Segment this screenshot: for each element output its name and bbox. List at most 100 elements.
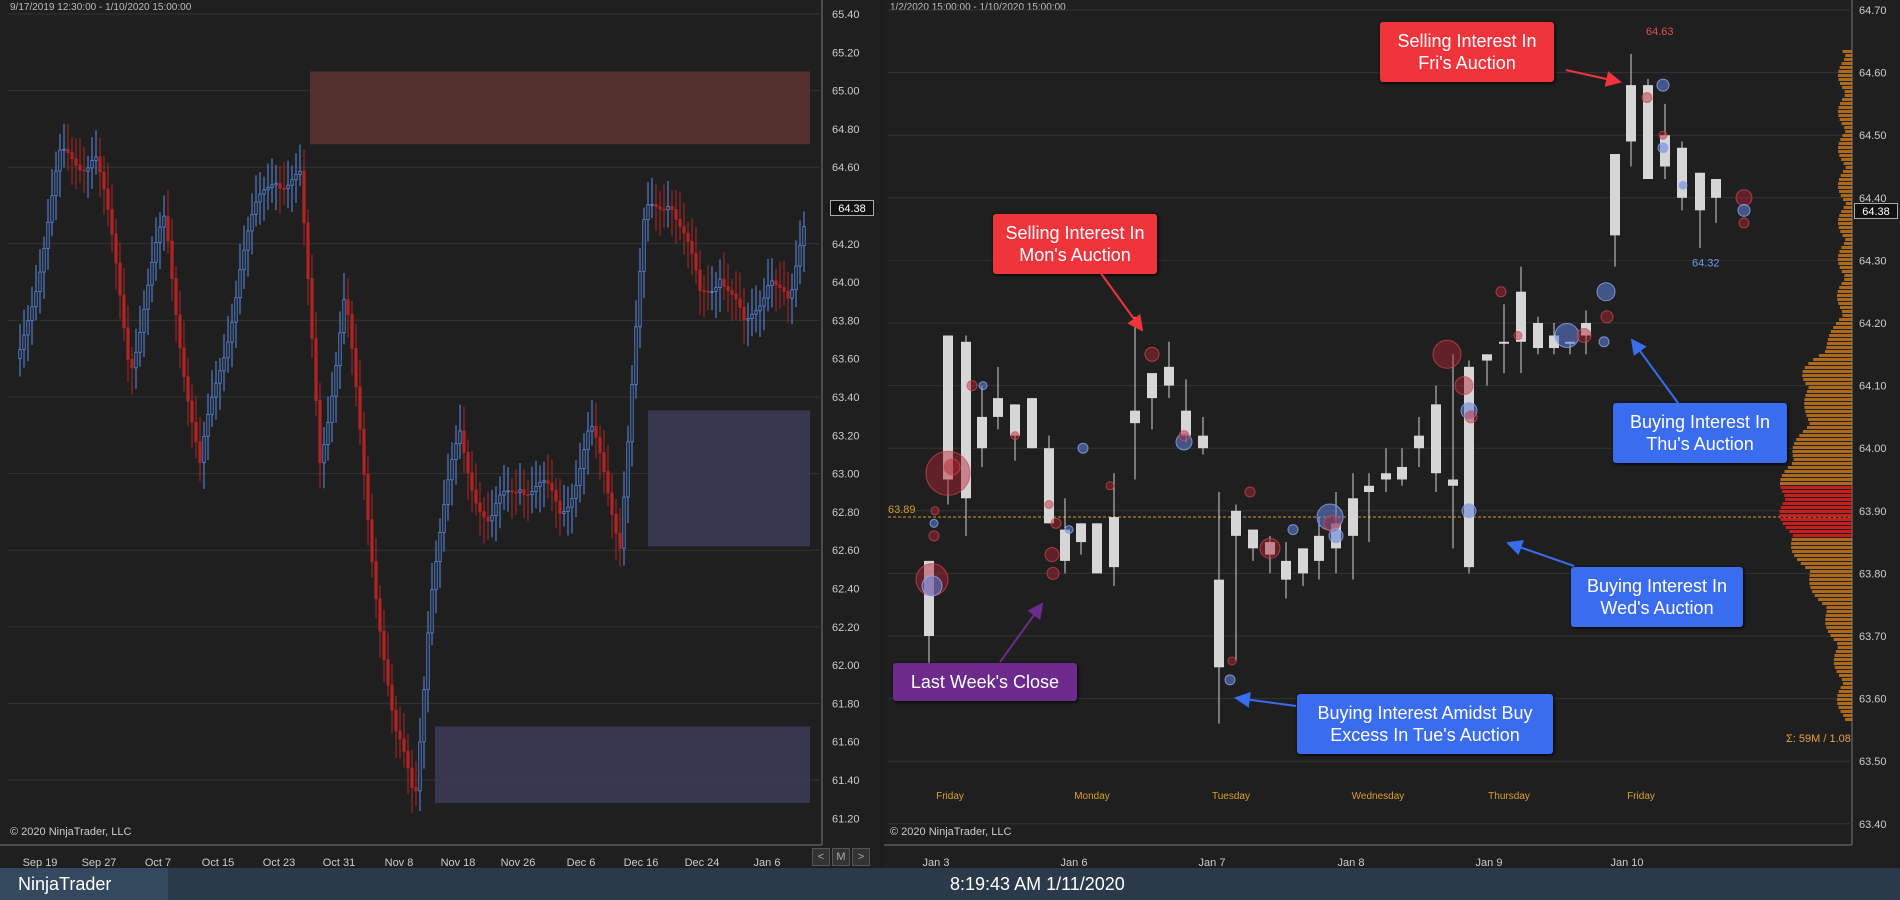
left-candle-body <box>790 289 794 299</box>
volume-profile-bar <box>1838 70 1852 73</box>
left-candle-body <box>242 249 246 271</box>
left-candle-body <box>154 242 158 263</box>
left-candle-body <box>190 400 194 423</box>
left-candle-body <box>482 511 486 518</box>
left-candle-body <box>230 321 234 343</box>
right-y-tick-label: 63.70 <box>1859 631 1887 643</box>
right-candle-body <box>1060 529 1070 561</box>
left-chart-canvas[interactable]: 65.4065.2065.0064.8064.6064.4064.2064.00… <box>0 0 880 868</box>
session-label: Thursday <box>1488 791 1530 802</box>
right-candle-body <box>961 341 971 499</box>
right-candle-body <box>1164 366 1174 386</box>
left-candle-body <box>174 278 178 316</box>
order-flow-bubble <box>1596 282 1616 302</box>
volume-profile-bar <box>1838 110 1852 113</box>
volume-profile-bar <box>1840 138 1852 141</box>
left-candle-body <box>250 214 254 232</box>
volume-profile-bar <box>1791 538 1852 541</box>
volume-profile-bar <box>1840 194 1852 197</box>
order-flow-bubble <box>1464 410 1478 424</box>
left-y-tick-label: 61.80 <box>832 698 860 710</box>
left-y-tick-label: 61.60 <box>832 737 860 749</box>
right-candle-body <box>1626 85 1636 142</box>
volume-profile-bar <box>1838 262 1852 265</box>
order-flow-bubble <box>1658 130 1668 140</box>
left-candle-body <box>574 484 578 499</box>
left-y-tick-label: 62.80 <box>832 507 860 519</box>
prev-button[interactable]: < <box>812 848 830 866</box>
left-candle-body <box>274 182 278 186</box>
volume-profile-bar <box>1833 662 1852 665</box>
volume-profile-bar <box>1837 694 1852 697</box>
left-candle-body <box>26 320 30 336</box>
volume-profile-bar <box>1839 154 1852 157</box>
next-button[interactable]: > <box>852 848 870 866</box>
right-candle-body <box>1643 85 1653 180</box>
volume-profile-bar <box>1845 202 1852 205</box>
volume-profile-bar <box>1782 522 1852 525</box>
left-candle-body <box>170 240 174 279</box>
volume-profile-bar <box>1842 682 1852 685</box>
app-title-tab[interactable]: NinjaTrader <box>0 868 168 900</box>
volume-profile-bar <box>1842 310 1852 313</box>
left-candle-body <box>726 285 730 292</box>
volume-profile-bar <box>1838 182 1852 185</box>
order-flow-bubble <box>1641 92 1653 104</box>
annotation-mon-selling: Selling Interest In Mon's Auction <box>993 214 1157 274</box>
volume-profile-bar <box>1842 234 1852 237</box>
volume-profile-bar <box>1838 690 1852 693</box>
left-candle-body <box>262 189 266 195</box>
right-candle-body <box>1010 404 1020 436</box>
volume-profile-bar <box>1794 554 1852 557</box>
left-candle-body <box>278 182 282 189</box>
order-flow-bubble <box>930 506 940 516</box>
volume-profile-bar <box>1806 426 1852 429</box>
right-candle-body <box>1214 579 1224 668</box>
left-candle-body <box>618 532 622 549</box>
left-y-tick-label: 63.20 <box>832 430 860 442</box>
volume-profile-bar <box>1840 710 1852 713</box>
left-y-tick-label: 61.40 <box>832 775 860 787</box>
right-copyright: © 2020 NinjaTrader, LLC <box>890 826 1012 838</box>
left-candle-body <box>430 589 434 634</box>
order-flow-bubble <box>1513 331 1523 341</box>
left-candle-body <box>578 468 582 486</box>
left-x-tick-label: Nov 8 <box>385 857 414 868</box>
left-candle-body <box>198 441 202 463</box>
volume-profile-bar <box>1804 398 1852 401</box>
right-candle-body <box>1348 498 1358 536</box>
volume-profile-bar <box>1808 418 1852 421</box>
volume-profile-bar <box>1779 482 1852 485</box>
right-candle-body <box>1397 466 1407 480</box>
right-candle-body <box>1610 153 1620 236</box>
left-candle-body <box>166 215 170 242</box>
session-label: Tuesday <box>1212 791 1250 802</box>
volume-profile-bar <box>1843 170 1852 173</box>
annotation-fri-selling: Selling Interest In Fri's Auction <box>1380 22 1554 82</box>
left-candle-body <box>214 382 218 398</box>
left-x-tick-label: Oct 7 <box>145 857 171 868</box>
right-candle-body <box>1248 529 1258 549</box>
left-candle-body <box>582 449 586 469</box>
left-candle-body <box>474 489 478 504</box>
left-chart-panel[interactable]: 9/17/2019 12:30:00 - 1/10/2020 15:00:00 … <box>0 0 880 868</box>
left-y-tick-label: 65.00 <box>832 86 860 98</box>
volume-profile-bar <box>1843 162 1852 165</box>
left-candle-body <box>638 270 642 328</box>
session-label: Friday <box>936 791 964 802</box>
volume-profile-bar <box>1825 618 1852 621</box>
right-candle-body <box>1431 404 1441 474</box>
volume-profile-bar <box>1838 706 1852 709</box>
mode-button[interactable]: M <box>832 848 850 866</box>
left-candle-body <box>534 486 538 492</box>
left-candle-body <box>362 428 366 475</box>
volume-profile-bar <box>1806 414 1852 417</box>
left-candle-body <box>666 206 670 211</box>
left-candle-body <box>82 169 86 172</box>
right-candle-body <box>1499 341 1509 344</box>
left-candle-body <box>270 184 274 188</box>
volume-profile-bar <box>1844 274 1852 277</box>
left-candle-body <box>610 492 614 515</box>
volume-profile-bar <box>1825 622 1852 625</box>
left-candle-body <box>562 511 566 514</box>
